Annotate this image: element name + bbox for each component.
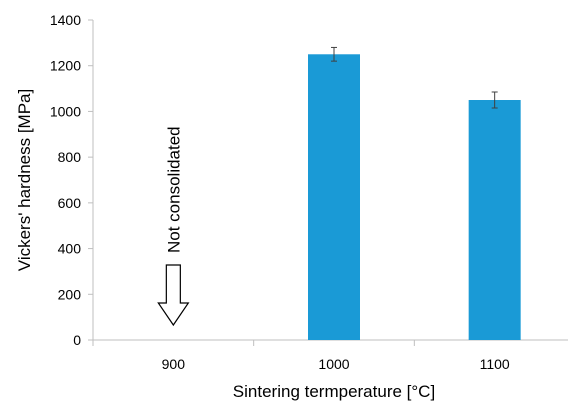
x-tick-label: 1000 <box>318 356 349 372</box>
y-tick-label: 1000 <box>50 103 81 119</box>
y-axis-title: Vickers' hardness [MPa] <box>15 89 34 271</box>
down-arrow-icon <box>157 264 190 327</box>
y-tick-label: 600 <box>58 195 82 211</box>
bar-1100 <box>468 100 521 340</box>
x-tick-label: 900 <box>162 356 186 372</box>
error-bars <box>331 46 498 109</box>
y-tick-label: 1400 <box>50 12 81 28</box>
y-tick-label: 800 <box>58 149 82 165</box>
y-tick-label: 0 <box>73 332 81 348</box>
y-tick-label: 1200 <box>50 58 81 74</box>
bars <box>308 54 521 341</box>
y-tick-label: 400 <box>58 241 82 257</box>
not-consolidated-label: Not consolidated <box>164 126 183 253</box>
y-tick-label: 200 <box>58 286 82 302</box>
bar-1000 <box>308 54 360 341</box>
y-axis-ticks: 0 200 400 600 800 1000 1200 1400 <box>50 12 93 348</box>
x-tick-label: 1100 <box>480 356 510 372</box>
x-axis-ticks: 900 1000 1100 <box>92 340 510 372</box>
x-axis-title: Sintering termperature [°C] <box>233 382 435 401</box>
annotation-group: Not consolidated <box>157 126 190 327</box>
